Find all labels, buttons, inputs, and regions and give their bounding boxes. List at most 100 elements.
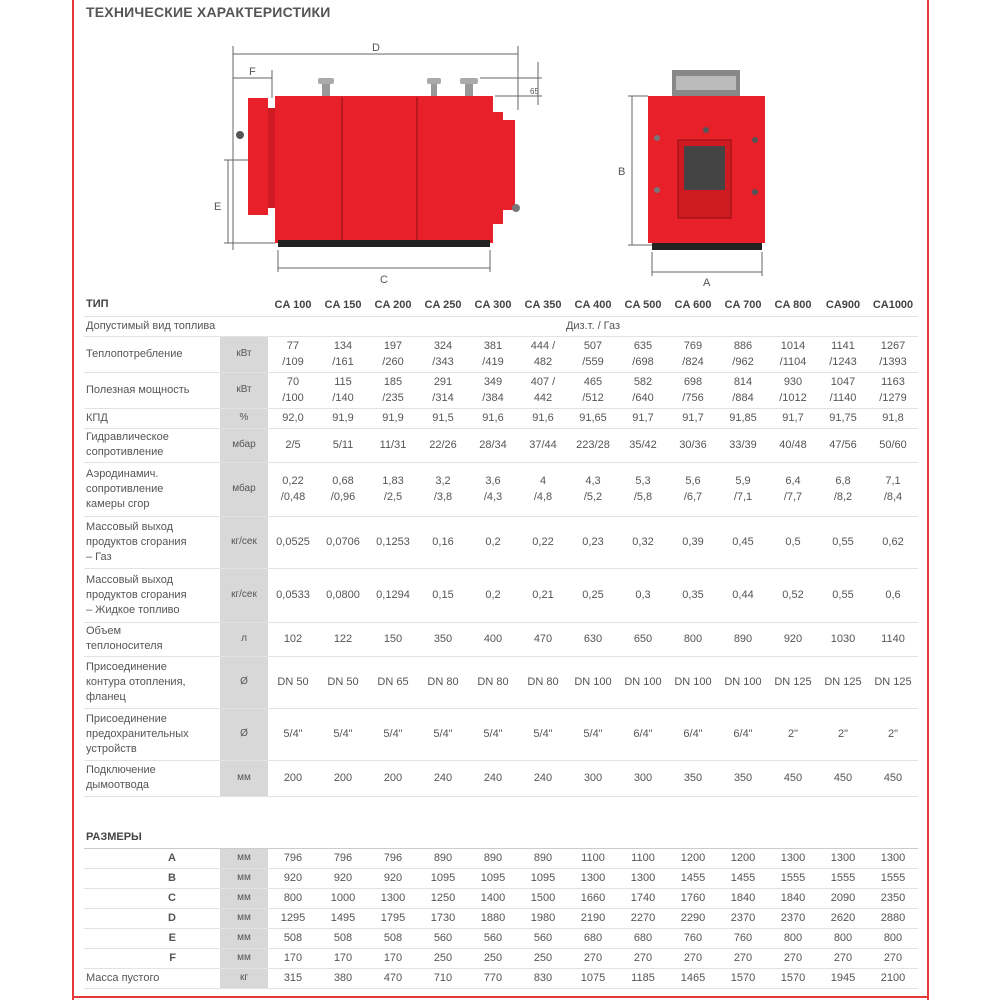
- table-row: Объем теплоносителя л 102 122 150 350 400 470 63…: [84, 622, 918, 657]
- value-cell: 22/26: [418, 428, 468, 463]
- unit-cell: Ø: [220, 708, 268, 761]
- page-title: ТЕХНИЧЕСКИЕ ХАРАКТЕРИСТИКИ: [86, 4, 331, 20]
- value-cell: 0,39: [668, 516, 718, 569]
- row-label: Подключение дымоотвода: [84, 760, 220, 797]
- value-cell: 0,0525: [268, 516, 318, 569]
- model-header: CA1000: [868, 294, 918, 317]
- value-cell: 2350: [868, 888, 918, 909]
- value-cell: 0,22 /0,48: [268, 462, 318, 517]
- fuel-value: Диз.т. / Газ: [268, 316, 918, 337]
- value-cell: 920: [318, 868, 368, 889]
- value-cell: 0,16: [418, 516, 468, 569]
- value-cell: 2190: [568, 908, 618, 929]
- value-cell: 150: [368, 622, 418, 657]
- value-cell: 508: [368, 928, 418, 949]
- spec-table: ТИП CA 100 CA 150 CA 200 CA 250 CA 300 CA 350 C…: [84, 294, 918, 797]
- value-cell: 1880: [468, 908, 518, 929]
- value-cell: 2": [868, 708, 918, 761]
- value-cell: 350: [668, 760, 718, 797]
- value-cell: 800: [818, 928, 868, 949]
- row-label: C: [84, 888, 220, 909]
- value-cell: 407 / 442: [518, 372, 568, 409]
- value-cell: DN 125: [768, 656, 818, 709]
- value-cell: 1760: [668, 888, 718, 909]
- value-cell: 1660: [568, 888, 618, 909]
- value-cell: 91,8: [868, 408, 918, 429]
- value-cell: 1095: [418, 868, 468, 889]
- value-cell: 270: [768, 948, 818, 969]
- value-cell: 91,7: [768, 408, 818, 429]
- value-cell: 1000: [318, 888, 368, 909]
- value-cell: 1555: [868, 868, 918, 889]
- value-cell: 0,15: [418, 568, 468, 623]
- value-cell: 0,55: [818, 568, 868, 623]
- value-cell: 0,5: [768, 516, 818, 569]
- value-cell: 769 /824: [668, 336, 718, 373]
- fuel-row: Допустимый вид топлива Диз.т. / Газ: [84, 316, 918, 337]
- row-label: Полезная мощность: [84, 372, 220, 409]
- value-cell: 6,4 /7,7: [768, 462, 818, 517]
- value-cell: DN 65: [368, 656, 418, 709]
- value-cell: 134 /161: [318, 336, 368, 373]
- value-cell: 1795: [368, 908, 418, 929]
- value-cell: 444 / 482: [518, 336, 568, 373]
- row-label: A: [84, 848, 220, 869]
- value-cell: 1840: [718, 888, 768, 909]
- value-cell: 6/4": [668, 708, 718, 761]
- value-cell: 814 /884: [718, 372, 768, 409]
- unit-cell: мм: [220, 760, 268, 797]
- value-cell: 70 /100: [268, 372, 318, 409]
- unit-cell: кВт: [220, 336, 268, 373]
- value-cell: 400: [468, 622, 518, 657]
- unit-cell: мбар: [220, 462, 268, 517]
- value-cell: 6/4": [618, 708, 668, 761]
- value-cell: 5,9 /7,1: [718, 462, 768, 517]
- value-cell: 2370: [768, 908, 818, 929]
- value-cell: 0,0533: [268, 568, 318, 623]
- value-cell: 710: [418, 968, 468, 989]
- table-row: Подключение дымоотвода мм 200 200 200 240 240 2…: [84, 760, 918, 797]
- value-cell: 1185: [618, 968, 668, 989]
- dimensions-header-row: РАЗМЕРЫ: [84, 828, 918, 849]
- value-cell: 47/56: [818, 428, 868, 463]
- value-cell: 1200: [668, 848, 718, 869]
- value-cell: 0,1294: [368, 568, 418, 623]
- value-cell: 1980: [518, 908, 568, 929]
- value-cell: 650: [618, 622, 668, 657]
- value-cell: 5/11: [318, 428, 368, 463]
- value-cell: 291 /314: [418, 372, 468, 409]
- dimensions-title: РАЗМЕРЫ: [84, 828, 918, 849]
- value-cell: 102: [268, 622, 318, 657]
- value-cell: 698 /756: [668, 372, 718, 409]
- model-header: CA 350: [518, 294, 568, 317]
- row-label: Массовый выход продуктов сгорания – Жидк…: [84, 568, 220, 623]
- boiler-drawing: D F E C 65 B A: [214, 42, 765, 289]
- value-cell: 91,7: [668, 408, 718, 429]
- value-cell: 450: [818, 760, 868, 797]
- value-cell: 0,55: [818, 516, 868, 569]
- value-cell: DN 100: [668, 656, 718, 709]
- value-cell: 800: [268, 888, 318, 909]
- unit-cell: мм: [220, 868, 268, 889]
- value-cell: 3,6 /4,3: [468, 462, 518, 517]
- dim-label-65: 65: [530, 87, 539, 96]
- model-header: CA 500: [618, 294, 668, 317]
- dim-label-e: E: [214, 201, 221, 213]
- value-cell: DN 100: [568, 656, 618, 709]
- side-view-body: [236, 78, 520, 247]
- row-label: Теплопотребление: [84, 336, 220, 373]
- value-cell: 2370: [718, 908, 768, 929]
- table-row: Аэродинамич. сопротивление камеры сгор мб…: [84, 462, 918, 517]
- value-cell: 381 /419: [468, 336, 518, 373]
- value-cell: 1455: [718, 868, 768, 889]
- value-cell: 560: [468, 928, 518, 949]
- value-cell: 349 /384: [468, 372, 518, 409]
- dim-label-d: D: [372, 42, 380, 54]
- dim-label-a: A: [703, 277, 711, 289]
- value-cell: 5/4": [418, 708, 468, 761]
- value-cell: 7,1 /8,4: [868, 462, 918, 517]
- value-cell: 350: [418, 622, 468, 657]
- table-row: Присоединение предохранительных устройст…: [84, 708, 918, 761]
- value-cell: 270: [668, 948, 718, 969]
